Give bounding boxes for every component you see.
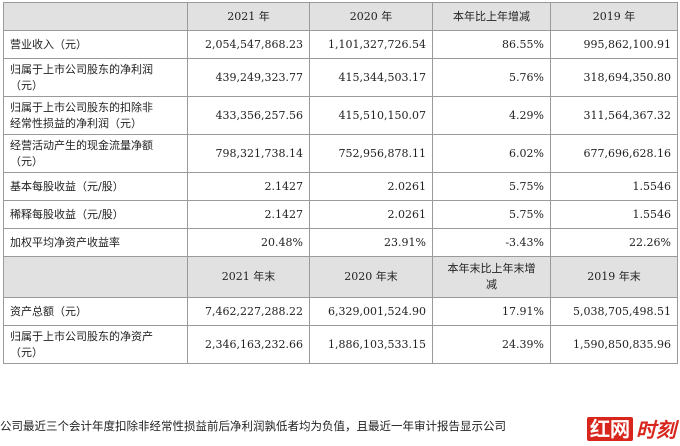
cell-v2021: 2,346,163,232.66 <box>187 325 310 364</box>
row-label: 经营活动产生的现金流量净额 （元） <box>3 134 188 173</box>
cell-v2020: 6,329,001,524.90 <box>309 297 433 326</box>
cell-v2020: 415,510,150.07 <box>309 96 433 135</box>
cell-v2019: 995,862,100.91 <box>550 30 678 59</box>
cell-v2019: 1.5546 <box>550 172 678 201</box>
watermark-box: 红网 <box>587 416 633 441</box>
cell-v2020: 2.0261 <box>309 172 433 201</box>
column-header <box>3 2 188 31</box>
table-row: 稀释每股收益（元/股） 2.1427 2.0261 5.75% 1.5546 <box>3 200 678 229</box>
cell-v2019: 22.26% <box>550 228 678 257</box>
cell-v2020: 752,956,878.11 <box>309 134 433 173</box>
column-header: 本年末比上年末增减 <box>432 256 551 298</box>
cell-change: 5.75% <box>432 172 551 201</box>
row-label: 资产总额（元） <box>3 297 188 326</box>
column-header: 2020 年末 <box>309 256 433 298</box>
table-row: 资产总额（元） 7,462,227,288.22 6,329,001,524.90 1… <box>3 297 678 326</box>
row-label-line: （元） <box>10 78 43 92</box>
table-row: 归属于上市公司股东的净利润 （元） 439,249,323.77 415,344,50… <box>3 58 678 97</box>
row-label: 营业收入（元） <box>3 30 188 59</box>
row-label-line: 归属于上市公司股东的扣除非 <box>10 100 153 114</box>
row-label-line: 加权平均净资产收益率 <box>10 235 120 249</box>
cell-v2019: 5,038,705,498.51 <box>550 297 678 326</box>
cell-v2021: 798,321,738.14 <box>187 134 310 173</box>
column-header <box>3 256 188 298</box>
cell-v2021: 439,249,323.77 <box>187 58 310 97</box>
cell-v2021: 2,054,547,868.23 <box>187 30 310 59</box>
cell-change: 5.75% <box>432 200 551 229</box>
cell-v2021: 7,462,227,288.22 <box>187 297 310 326</box>
cell-v2021: 2.1427 <box>187 172 310 201</box>
row-label-line: 稀释每股收益（元/股） <box>10 207 124 221</box>
cell-change: 86.55% <box>432 30 551 59</box>
header-row: 2021 年末 2020 年末 本年末比上年末增减 2019 年末 <box>3 256 678 298</box>
row-label: 归属于上市公司股东的净资产 （元） <box>3 325 188 364</box>
row-label: 加权平均净资产收益率 <box>3 228 188 257</box>
header-row: 2021 年 2020 年本年比上年增减 2019 年 <box>3 2 678 31</box>
row-label: 基本每股收益（元/股） <box>3 172 188 201</box>
cell-v2021: 2.1427 <box>187 200 310 229</box>
cell-v2019: 677,696,628.16 <box>550 134 678 173</box>
watermark-text: 时刻 <box>636 418 676 442</box>
row-label-line: 归属于上市公司股东的净资产 <box>10 329 153 343</box>
column-header: 2021 年末 <box>187 256 310 298</box>
table-row: 基本每股收益（元/股） 2.1427 2.0261 5.75% 1.5546 <box>3 172 678 201</box>
cell-v2021: 433,356,257.56 <box>187 96 310 135</box>
table-row: 经营活动产生的现金流量净额 （元） 798,321,738.14 752,956,87… <box>3 134 678 173</box>
row-label: 稀释每股收益（元/股） <box>3 200 188 229</box>
cell-v2021: 20.48% <box>187 228 310 257</box>
cell-v2020: 23.91% <box>309 228 433 257</box>
cell-v2019: 318,694,350.80 <box>550 58 678 97</box>
cell-v2020: 1,101,327,726.54 <box>309 30 433 59</box>
cell-v2019: 1.5546 <box>550 200 678 229</box>
table-row: 营业收入（元） 2,054,547,868.23 1,101,327,726.54 8… <box>3 30 678 59</box>
column-header: 2019 年末 <box>550 256 678 298</box>
cell-change: 4.29% <box>432 96 551 135</box>
cell-change: 6.02% <box>432 134 551 173</box>
row-label-line: 经营活动产生的现金流量净额 <box>10 138 153 152</box>
row-label-line: 基本每股收益（元/股） <box>10 179 124 193</box>
cell-v2019: 311,564,367.32 <box>550 96 678 135</box>
cell-v2020: 2.0261 <box>309 200 433 229</box>
column-header: 本年比上年增减 <box>432 2 551 31</box>
cell-change: 5.76% <box>432 58 551 97</box>
column-header: 2019 年 <box>550 2 678 31</box>
row-label-line: 经常性损益的净利润（元） <box>10 116 142 130</box>
row-label-line: （元） <box>10 154 43 168</box>
cell-change: 24.39% <box>432 325 551 364</box>
cell-change: -3.43% <box>432 228 551 257</box>
row-label: 归属于上市公司股东的扣除非 经常性损益的净利润（元） <box>3 96 188 135</box>
row-label-line: （元） <box>10 345 43 359</box>
column-header-line: 减 <box>486 278 497 291</box>
column-header: 2021 年 <box>187 2 310 31</box>
footer-text: 公司最近三个会计年度扣除非经常性损益前后净利润孰低者均为负值，且最近一年审计报告… <box>0 419 506 433</box>
table-row: 归属于上市公司股东的净资产 （元） 2,346,163,232.66 1,886,10… <box>3 325 678 364</box>
watermark-logo: 红网 时刻 <box>587 414 676 443</box>
row-label-line: 归属于上市公司股东的净利润 <box>10 62 153 76</box>
table-row: 归属于上市公司股东的扣除非 经常性损益的净利润（元） 433,356,257.56 4… <box>3 96 678 135</box>
column-header-line: 本年末比上年末增 <box>447 262 536 275</box>
column-header: 2020 年 <box>309 2 433 31</box>
row-label-line: 资产总额（元） <box>10 304 87 318</box>
row-label-line: 营业收入（元） <box>10 37 87 51</box>
row-label: 归属于上市公司股东的净利润 （元） <box>3 58 188 97</box>
financial-table: 2021 年 2020 年本年比上年增减 2019 年营业收入（元） 2,054,54… <box>3 2 678 364</box>
cell-change: 17.91% <box>432 297 551 326</box>
cell-v2019: 1,590,850,835.96 <box>550 325 678 364</box>
cell-v2020: 415,344,503.17 <box>309 58 433 97</box>
table-row: 加权平均净资产收益率 20.48% 23.91% -3.43% 22.26% <box>3 228 678 257</box>
cell-v2020: 1,886,103,533.15 <box>309 325 433 364</box>
